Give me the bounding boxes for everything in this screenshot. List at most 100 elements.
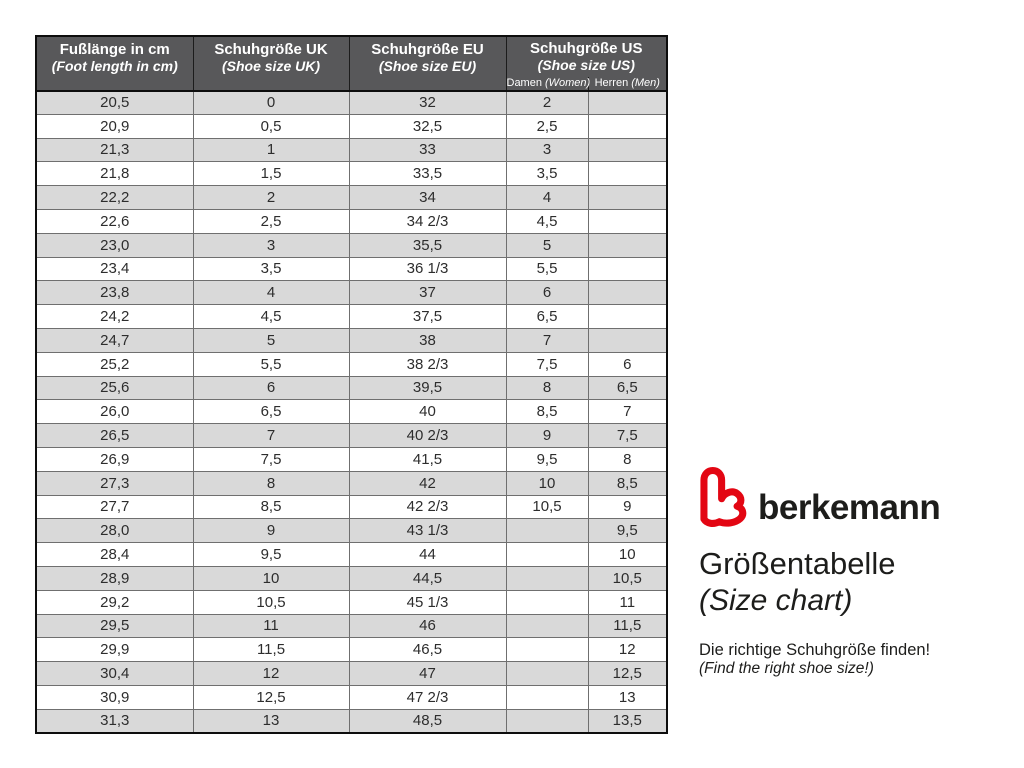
table-cell: 5 [505,232,589,258]
table-cell: 47 [348,661,507,686]
table-row: 23,0 3 35,5 5 [35,232,668,258]
table-cell: 11 [192,613,350,639]
table-cell [587,256,668,282]
table-cell: 36 1/3 [348,256,507,282]
table-row: 22,6 2,5 34 2/3 4,5 [35,208,668,234]
table-cell: 4,5 [192,304,350,329]
header-eu-subtitle: (Shoe size EU) [378,58,477,75]
table-cell: 32,5 [348,113,507,139]
table-cell: 8 [505,375,589,401]
table-cell: 2,5 [192,208,350,234]
table-cell: 46 [348,613,507,639]
table-row: 29,2 10,5 45 1/3 11 [35,589,668,615]
table-cell: 3 [192,232,350,258]
table-cell: 48,5 [348,708,507,734]
table-cell: 25,2 [35,351,194,377]
table-cell: 29,9 [35,637,194,663]
table-cell: 5 [192,327,350,353]
table-cell: 43 1/3 [348,518,507,544]
berkemann-logo-icon [700,466,747,527]
chart-title: Größentabelle [699,546,896,581]
table-cell: 4 [505,185,589,210]
table-cell: 46,5 [348,637,507,663]
table-cell: 23,4 [35,256,194,282]
table-cell: 31,3 [35,708,194,734]
table-cell [587,113,668,139]
table-cell: 33 [348,137,507,163]
table-cell: 8,5 [192,494,350,520]
table-cell: 27,7 [35,494,194,520]
table-cell: 21,3 [35,137,194,163]
table-cell: 32 [348,89,507,115]
table-cell: 38 [348,327,507,353]
table-cell: 10 [192,565,350,591]
table-cell: 23,8 [35,280,194,306]
table-cell: 6,5 [587,375,668,401]
table-cell: 40 2/3 [348,423,507,448]
table-cell: 10,5 [587,565,668,591]
table-cell: 21,8 [35,161,194,187]
table-cell: 11 [587,589,668,615]
table-cell: 37 [348,280,507,306]
table-row: 24,7 5 38 7 [35,327,668,353]
table-cell: 47 2/3 [348,684,507,710]
table-cell: 7,5 [587,423,668,448]
table-row: 20,5 0 32 2 [35,89,668,115]
table-cell: 44 [348,542,507,567]
header-us-women: Damen (Women) [505,75,590,91]
table-cell: 25,6 [35,375,194,401]
table-row: 29,5 11 46 11,5 [35,613,668,639]
table-cell: 30,4 [35,661,194,686]
table-cell: 10 [505,470,589,496]
table-row: 28,4 9,5 44 10 [35,542,668,567]
table-cell: 44,5 [348,565,507,591]
table-cell: 9,5 [505,446,589,472]
table-cell: 26,5 [35,423,194,448]
header-us: Schuhgröße US (Shoe size US) [505,35,668,77]
table-cell: 23,0 [35,232,194,258]
size-chart-table: Fußlänge in cm (Foot length in cm) Schuh… [35,35,669,735]
table-cell: 38 2/3 [348,351,507,377]
table-cell: 10 [587,542,668,567]
table-cell: 11,5 [192,637,350,663]
table-row: 22,2 2 34 4 [35,185,668,210]
table-row: 23,8 4 37 6 [35,280,668,306]
table-cell: 39,5 [348,375,507,401]
table-cell: 7 [587,399,668,425]
table-cell: 35,5 [348,232,507,258]
table-cell: 27,3 [35,470,194,496]
info-block: Größentabelle (Size chart) Die richtige … [699,546,930,678]
table-cell: 6,5 [192,399,350,425]
table-cell: 3,5 [505,161,589,187]
table-cell: 12,5 [587,661,668,686]
table-row: 31,3 13 48,5 13,5 [35,708,668,734]
brand-wordmark: berkemann [758,488,941,527]
table-cell: 13 [587,684,668,710]
table-cell: 13,5 [587,708,668,734]
header-eu-title: Schuhgröße EU [371,41,484,59]
table-cell: 9 [587,494,668,520]
table-cell: 10,5 [505,494,589,520]
table-row: 20,9 0,5 32,5 2,5 [35,113,668,139]
header-uk: Schuhgröße UK (Shoe size UK) [192,35,350,91]
table-cell: 7 [192,423,350,448]
table-cell: 6,5 [505,304,589,329]
table-cell: 13 [192,708,350,734]
table-cell: 9,5 [192,542,350,567]
table-cell [587,137,668,163]
header-foot-length-title: Fußlänge in cm [59,41,170,59]
table-row: 23,4 3,5 36 1/3 5,5 [35,256,668,282]
table-cell: 2 [505,89,589,115]
table-cell: 26,0 [35,399,194,425]
table-cell: 8 [192,470,350,496]
table-cell [505,589,589,615]
table-cell [505,708,589,734]
table-row: 26,5 7 40 2/3 9 7,5 [35,423,668,448]
table-row: 29,9 11,5 46,5 12 [35,637,668,663]
table-cell: 30,9 [35,684,194,710]
header-us-subtitle: (Shoe size US) [537,56,635,73]
table-cell: 37,5 [348,304,507,329]
table-cell [587,185,668,210]
table-cell: 20,5 [35,89,194,115]
table-cell: 34 2/3 [348,208,507,234]
